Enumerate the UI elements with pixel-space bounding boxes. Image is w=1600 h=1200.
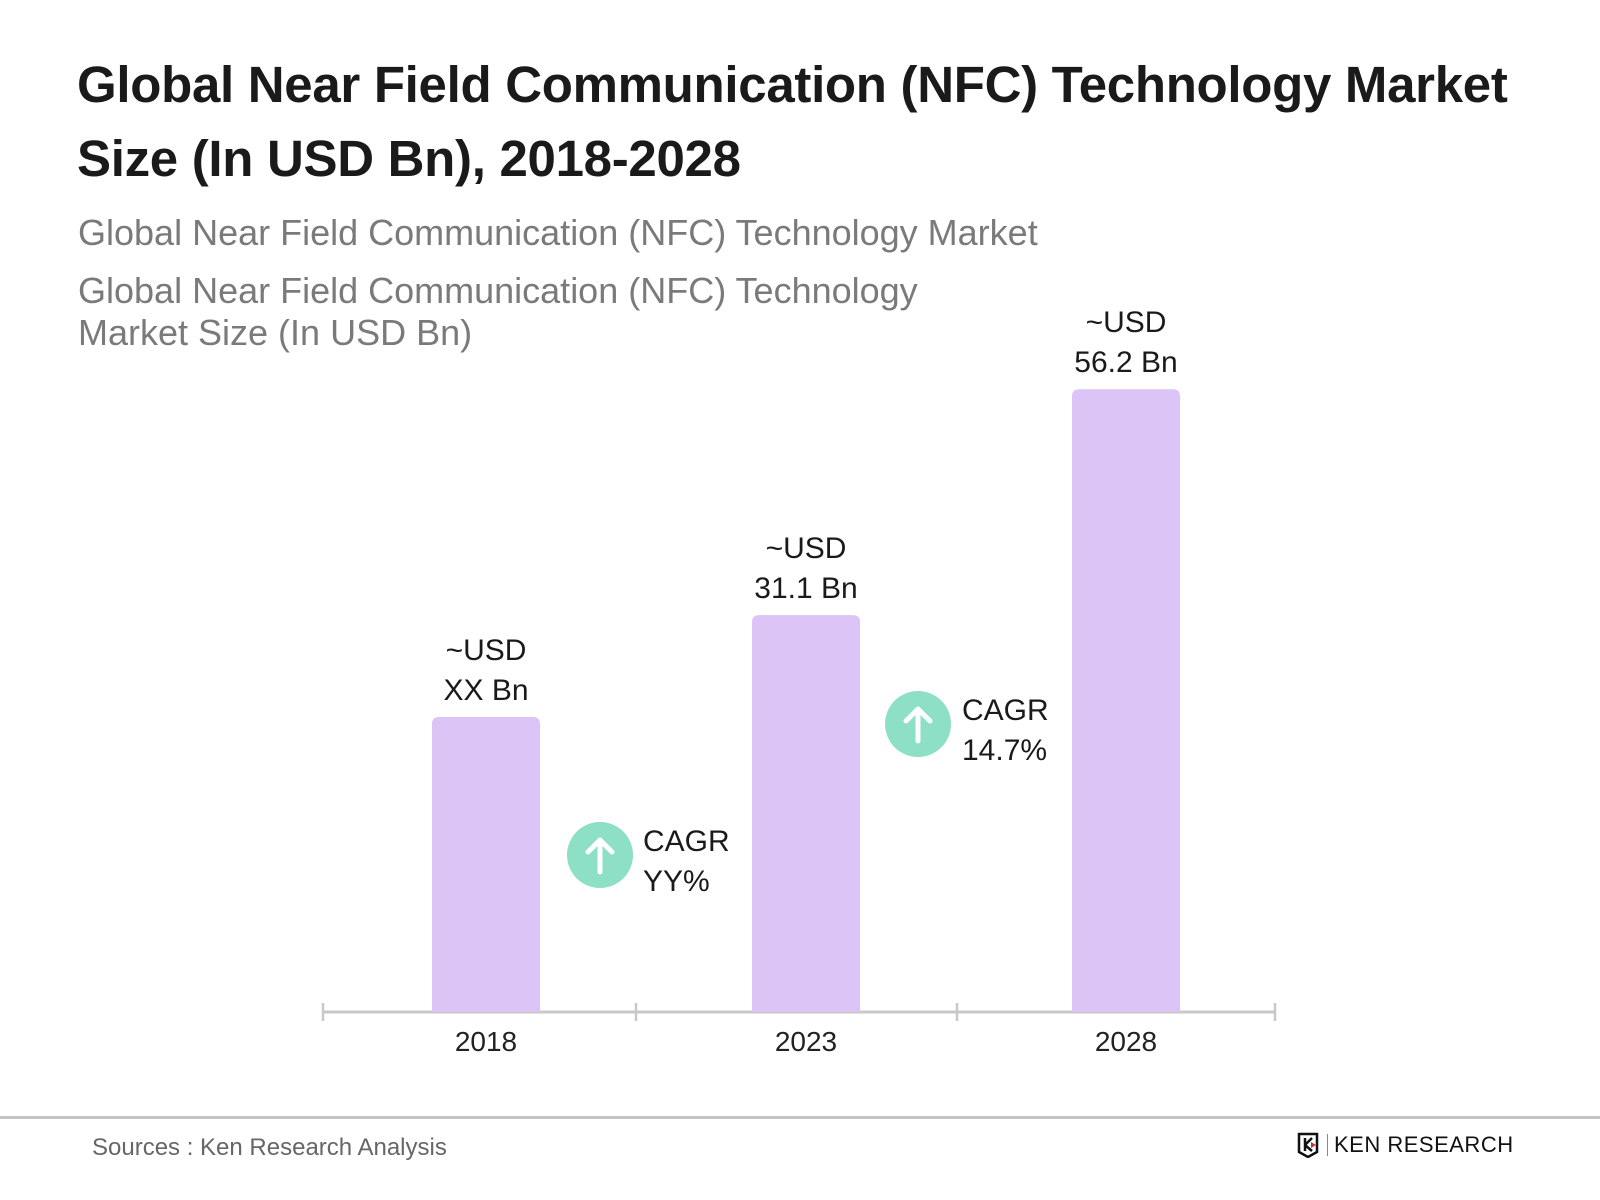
data-label: 56.2 Bn [1074,346,1177,379]
x-tick-label: 2028 [1095,1026,1157,1057]
data-label: XX Bn [443,674,528,707]
data-label: ~USD [1086,306,1167,339]
bar-2018 [432,717,540,1012]
chart-subtitle: Global Near Field Communication (NFC) Te… [78,212,1038,253]
data-label: ~USD [766,532,847,565]
data-label: ~USD [446,634,527,667]
cagr-label: CAGR [962,694,1049,727]
arrow-up-icon [903,706,933,744]
data-label: 31.1 Bn [754,572,857,605]
cagr-label: 14.7% [962,734,1047,767]
ken-logo-icon [1297,1132,1319,1158]
cagr-label: CAGR [643,825,730,858]
footer-divider [0,1116,1600,1119]
bar-chart: 2018 ~USD XX Bn 2023 ~USD 31.1 Bn 2028 ~USD 56.2… [321,306,1277,1057]
source-note: Sources : Ken Research Analysis [92,1134,447,1161]
chart-series-label: Global Near Field Communication (NFC) Te… [78,270,918,353]
arrow-up-icon [585,837,615,875]
x-tick-label: 2018 [455,1026,517,1057]
cagr-label: YY% [643,865,710,898]
bar-2023 [752,615,860,1012]
bar-2028 [1072,389,1180,1012]
chart-title: Global Near Field Communication (NFC) Te… [77,56,1508,187]
x-tick-label: 2023 [775,1026,837,1057]
logo-text: KEN RESEARCH [1334,1132,1514,1157]
ken-research-logo: KEN RESEARCH [1297,1132,1514,1158]
